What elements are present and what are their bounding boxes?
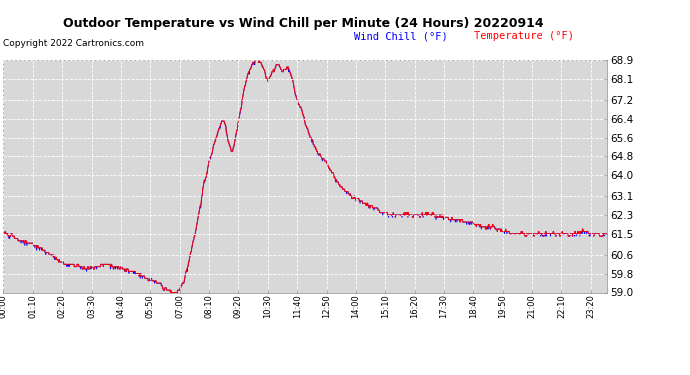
Wind Chill (°F) — [479, 225, 487, 229]
Line: Temperature (°F): Temperature (°F) — [3, 60, 607, 292]
Text: Wind Chill (°F): Wind Chill (°F) — [353, 32, 447, 41]
Temperature (°F) — [479, 225, 487, 229]
Text: Copyright 2022 Cartronics.com: Copyright 2022 Cartronics.com — [3, 39, 144, 48]
Wind Chill (°F) — [532, 231, 540, 236]
Text: Temperature (°F): Temperature (°F) — [475, 32, 574, 41]
Text: Outdoor Temperature vs Wind Chill per Minute (24 Hours) 20220914: Outdoor Temperature vs Wind Chill per Mi… — [63, 17, 544, 30]
Temperature (°F) — [400, 210, 408, 215]
Temperature (°F) — [119, 267, 127, 271]
Temperature (°F) — [0, 231, 8, 236]
Temperature (°F) — [201, 175, 210, 180]
Temperature (°F) — [251, 58, 259, 62]
Temperature (°F) — [532, 231, 540, 236]
Wind Chill (°F) — [168, 292, 176, 297]
Wind Chill (°F) — [400, 210, 408, 215]
Wind Chill (°F) — [119, 267, 127, 271]
Wind Chill (°F) — [603, 231, 611, 236]
Wind Chill (°F) — [0, 231, 8, 236]
Wind Chill (°F) — [251, 58, 259, 62]
Wind Chill (°F) — [134, 272, 142, 276]
Temperature (°F) — [166, 290, 175, 295]
Temperature (°F) — [603, 231, 611, 236]
Line: Wind Chill (°F): Wind Chill (°F) — [3, 60, 607, 295]
Wind Chill (°F) — [201, 175, 210, 180]
Temperature (°F) — [134, 272, 142, 276]
